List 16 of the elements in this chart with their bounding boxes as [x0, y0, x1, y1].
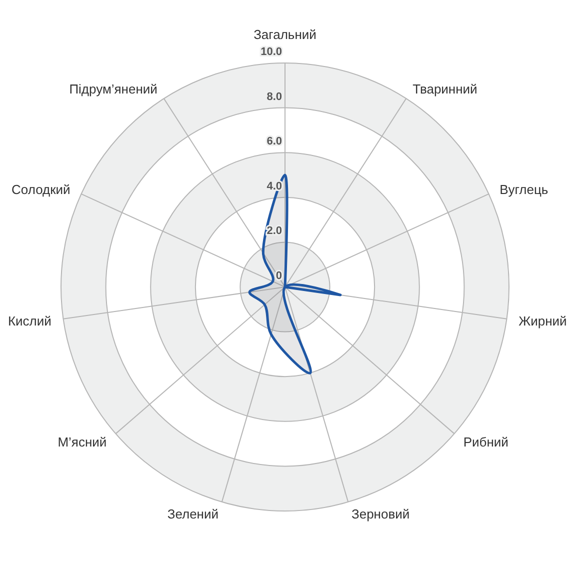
spoke-label: Жирний — [518, 314, 567, 329]
spoke-label: Кислий — [8, 314, 52, 329]
spoke-label: М’ясний — [58, 434, 107, 450]
spoke-label: Рибний — [463, 434, 508, 450]
spoke-label: Зелений — [167, 506, 219, 522]
spoke-label: Тваринний — [412, 81, 478, 96]
spoke-label: Солодкий — [12, 182, 70, 197]
spoke-label: Підрум’янений — [69, 81, 158, 96]
y-tick-label: 0 — [276, 270, 282, 282]
spoke-label: Вуглець — [500, 182, 548, 197]
y-tick-label: 6.0 — [266, 136, 282, 148]
spoke-label: Загальний — [254, 27, 316, 42]
y-tick-label: 2.0 — [266, 225, 282, 238]
y-tick-label: 10.0 — [260, 46, 282, 58]
spoke-label: Зерновий — [351, 506, 410, 522]
y-tick-label: 8.0 — [266, 90, 282, 103]
